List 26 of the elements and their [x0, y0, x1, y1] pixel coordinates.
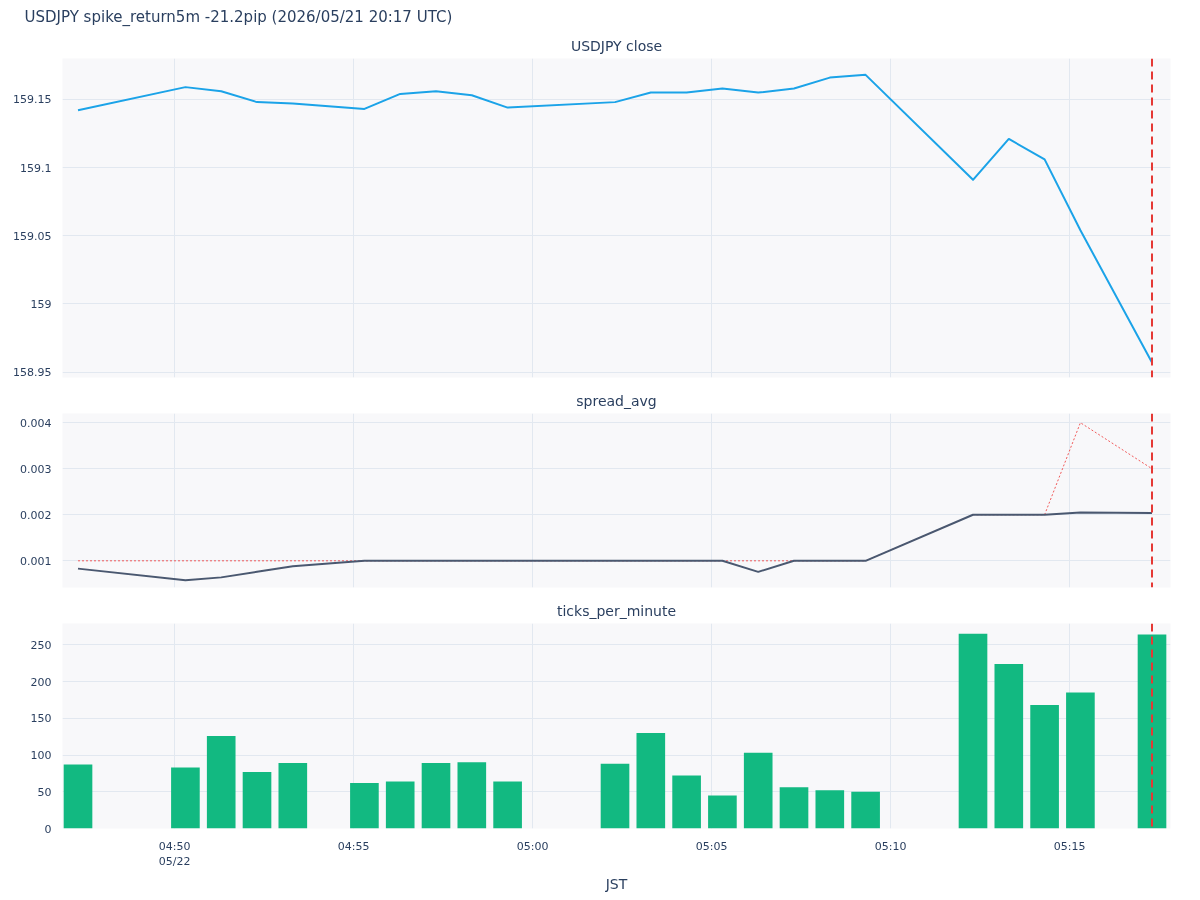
y-tick-label: 0.001 [20, 554, 52, 568]
x-tick-label: 04:50 05/22 [158, 839, 191, 869]
x-tick-label: 05:05 [695, 839, 728, 853]
x-tick-label: 05:15 [1053, 839, 1086, 853]
y-tick-label: 159.05 [13, 229, 52, 243]
y-tick-label: 200 [30, 675, 52, 689]
text: USDJPY spike_return5m -21.2pip (2026/05/21 20:17 UTC) [24, 7, 453, 27]
y-tick-label: 250 [30, 638, 52, 652]
y-tick-label: 0 [44, 822, 52, 836]
chart-title: ticks_per_minute [556, 602, 677, 619]
y-tick-label: 159.1 [20, 161, 52, 175]
chart-title: spread_avg [576, 392, 657, 409]
y-tick-label: 150 [30, 712, 52, 726]
chart-title: USDJPY close [570, 37, 663, 54]
y-tick-label: 0.004 [20, 416, 52, 430]
x-tick-label: 04:55 [337, 839, 370, 853]
y-tick-label: 0.003 [20, 462, 52, 476]
y-tick-label: 159.15 [13, 93, 52, 107]
y-tick-label: 158.95 [13, 366, 52, 380]
y-tick-label: 159 [30, 297, 52, 311]
y-tick-label: 100 [30, 749, 52, 763]
x-tick-label: 05:00 [516, 839, 549, 853]
y-tick-label: 50 [37, 785, 52, 799]
y-tick-label: 0.002 [20, 508, 52, 522]
x-tick-label: 05:10 [874, 839, 907, 853]
x-axis-title: JST [604, 876, 628, 893]
